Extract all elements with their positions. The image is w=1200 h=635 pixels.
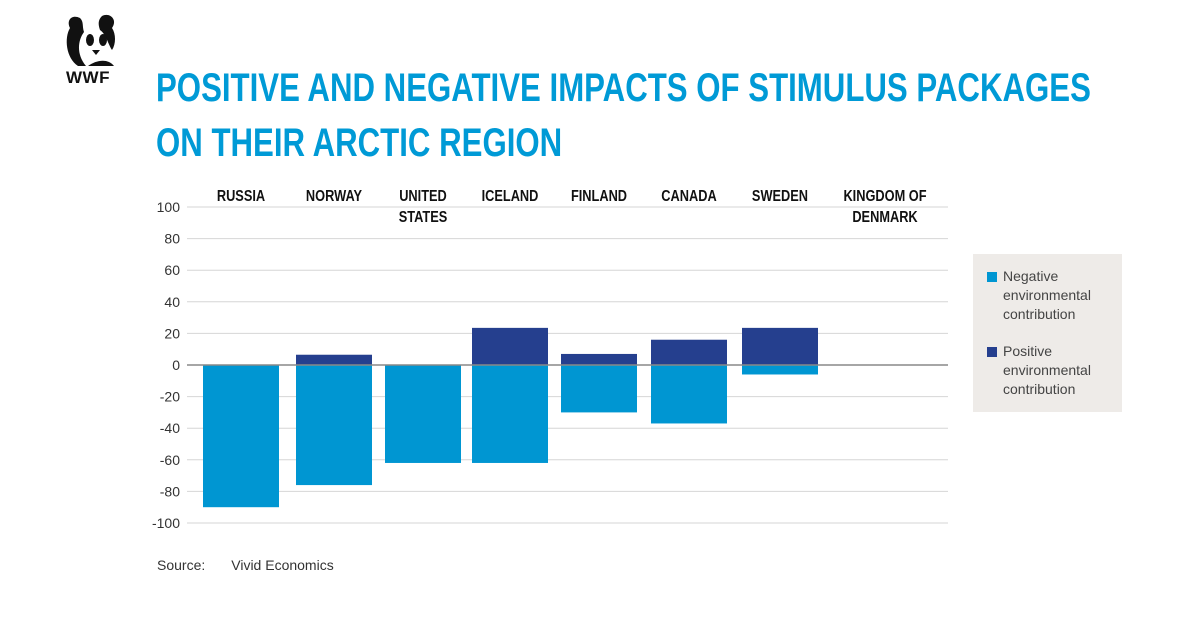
legend-swatch-negative	[987, 272, 997, 282]
legend-label: Negative	[1003, 268, 1059, 284]
legend-label: contribution	[1003, 306, 1076, 322]
bar-negative-1	[296, 365, 372, 486]
legend-item-positive: Positive environmental contribution	[987, 342, 1112, 399]
legend-swatch-positive	[987, 347, 997, 357]
legend-label: contribution	[1003, 381, 1076, 397]
category-label: ICELAND	[482, 188, 539, 206]
bar-negative-4	[561, 365, 637, 413]
category-label: SWEDEN	[752, 188, 808, 206]
wwf-panda-logo	[66, 14, 115, 67]
source-note: Source: Vivid Economics	[157, 557, 360, 573]
bar-negative-0	[203, 365, 279, 508]
bar-positive-6	[742, 327, 818, 365]
legend-label: environmental	[1003, 362, 1091, 378]
y-tick-label: -20	[160, 389, 180, 405]
legend-label: Positive	[1003, 343, 1053, 359]
category-label: UNITED	[399, 188, 447, 206]
y-tick-label: 40	[164, 294, 180, 310]
category-label: NORWAY	[306, 188, 362, 206]
y-tick-label: 20	[164, 325, 180, 341]
bar-positive-4	[561, 353, 637, 365]
y-tick-label: -40	[160, 420, 180, 436]
chart-title-line-1: POSITIVE AND NEGATIVE IMPACTS OF STIMULU…	[156, 66, 1091, 110]
bar-negative-5	[651, 365, 727, 424]
y-tick-label: 0	[172, 357, 180, 373]
y-tick-label: -80	[160, 483, 180, 499]
chart-title-line-2: ON THEIR ARCTIC REGION	[156, 121, 563, 165]
y-tick-label: 60	[164, 262, 180, 278]
source-value: Vivid Economics	[231, 557, 334, 573]
category-label: KINGDOM OF	[843, 188, 926, 206]
bar-negative-6	[742, 365, 818, 375]
category-label: DENMARK	[852, 209, 918, 227]
category-label: STATES	[399, 209, 448, 227]
category-label: FINLAND	[571, 188, 627, 206]
legend: Negative environmental contribution Posi…	[973, 254, 1122, 412]
category-label: RUSSIA	[217, 188, 266, 206]
bar-negative-3	[472, 365, 548, 463]
legend-label: environmental	[1003, 287, 1091, 303]
category-label: CANADA	[661, 188, 717, 206]
bar-positive-1	[296, 354, 372, 365]
y-tick-label: 100	[157, 199, 181, 215]
bar-positive-5	[651, 339, 727, 365]
bar-positive-3	[472, 327, 548, 365]
bar-negative-2	[385, 365, 461, 463]
wwf-logo-text: WWF	[66, 68, 110, 87]
legend-item-negative: Negative environmental contribution	[987, 267, 1112, 324]
y-tick-label: -60	[160, 452, 180, 468]
source-label: Source:	[157, 557, 206, 573]
y-tick-label: 80	[164, 231, 180, 247]
y-tick-label: -100	[152, 515, 180, 531]
